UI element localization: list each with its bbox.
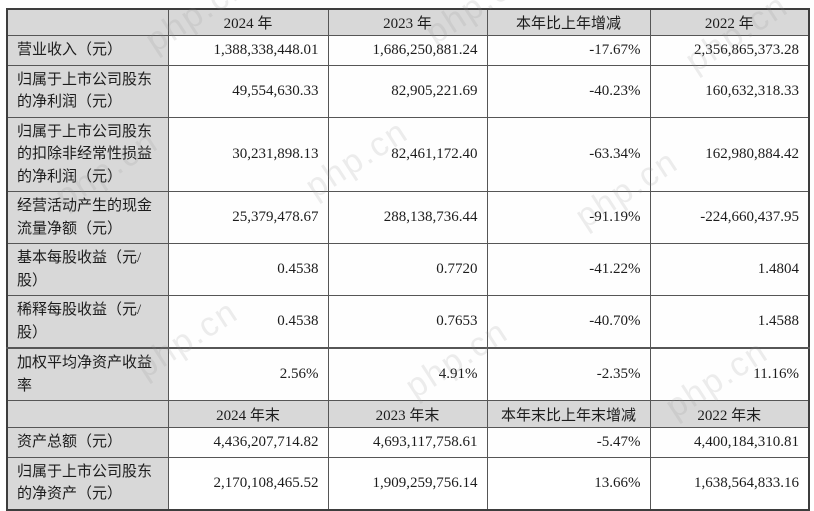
cell-value: -2.35% xyxy=(486,347,651,401)
table-row-net-profit: 归属于上市公司股东的净利润（元） 49,554,630.33 82,905,22… xyxy=(6,64,810,118)
cell-value: 2.56% xyxy=(167,347,329,401)
row-label: 资产总额（元） xyxy=(6,427,169,458)
row-label: 归属于上市公司股东的净资产（元） xyxy=(6,456,169,510)
cell-value: 2,356,865,373.28 xyxy=(649,35,810,66)
table-row-diluted-eps: 稀释每股收益（元/股） 0.4538 0.7653 -40.70% 1.4588 xyxy=(6,295,810,349)
cell-value: 162,980,884.42 xyxy=(649,116,810,192)
cell-value: 0.4538 xyxy=(167,295,329,349)
cell-value: 2,170,108,465.52 xyxy=(167,456,329,510)
table-row-basic-eps: 基本每股收益（元/股） 0.4538 0.7720 -41.22% 1.4804 xyxy=(6,243,810,296)
column-header-2024-end: 2024 年末 xyxy=(167,400,329,428)
cell-value: 1.4804 xyxy=(649,243,810,296)
cell-value: 49,554,630.33 xyxy=(167,64,329,118)
row-label: 经营活动产生的现金流量净额（元） xyxy=(6,191,169,244)
cell-value: 13.66% xyxy=(486,456,651,510)
row-label: 营业收入（元） xyxy=(6,35,169,66)
corner-cell xyxy=(6,400,169,428)
table-row-weighted-avg-roe: 加权平均净资产收益率 2.56% 4.91% -2.35% 11.16% xyxy=(6,347,810,401)
cell-value: -40.23% xyxy=(486,64,651,118)
corner-cell xyxy=(6,8,169,36)
cell-value: 25,379,478.67 xyxy=(167,191,329,244)
row-label: 归属于上市公司股东的净利润（元） xyxy=(6,64,169,118)
cell-value: 82,461,172.40 xyxy=(327,116,488,192)
cell-value: 1,909,259,756.14 xyxy=(327,456,488,510)
column-header-2023-end: 2023 年末 xyxy=(327,400,488,428)
cell-value: -91.19% xyxy=(486,191,651,244)
column-header-2024: 2024 年 xyxy=(167,8,329,36)
column-header-2022: 2022 年 xyxy=(649,8,810,36)
cell-value: 4,436,207,714.82 xyxy=(167,427,329,458)
cell-value: 160,632,318.33 xyxy=(649,64,810,118)
cell-value: 30,231,898.13 xyxy=(167,116,329,192)
column-header-yoy-change: 本年比上年增减 xyxy=(486,8,651,36)
cell-value: 82,905,221.69 xyxy=(327,64,488,118)
cell-value: 1,686,250,881.24 xyxy=(327,35,488,66)
cell-value: -40.70% xyxy=(486,295,651,349)
column-header-year-end-change: 本年末比上年末增减 xyxy=(486,400,651,428)
table-row-net-profit-deducted: 归属于上市公司股东的扣除非经常性损益的净利润（元） 30,231,898.13 … xyxy=(6,116,810,192)
cell-value: 288,138,736.44 xyxy=(327,191,488,244)
cell-value: 4,693,117,758.61 xyxy=(327,427,488,458)
cell-value: -41.22% xyxy=(486,243,651,296)
cell-value: 0.7653 xyxy=(327,295,488,349)
cell-value: 11.16% xyxy=(649,347,810,401)
cell-value: 1.4588 xyxy=(649,295,810,349)
financial-summary-table: 2024 年 2023 年 本年比上年增减 2022 年 营业收入（元） 1,3… xyxy=(6,8,810,511)
financial-report-page: php.cn php.cn php.cn php.cn php.cn php.c… xyxy=(6,0,810,511)
cell-value: -5.47% xyxy=(486,427,651,458)
cell-value: 4,400,184,310.81 xyxy=(649,427,810,458)
cell-value: -224,660,437.95 xyxy=(649,191,810,244)
cell-value: -17.67% xyxy=(486,35,651,66)
column-header-2023: 2023 年 xyxy=(327,8,488,36)
row-label: 归属于上市公司股东的扣除非经常性损益的净利润（元） xyxy=(6,116,169,192)
table-header-row-year-end: 2024 年末 2023 年末 本年末比上年末增减 2022 年末 xyxy=(6,400,810,428)
table-header-row-annual: 2024 年 2023 年 本年比上年增减 2022 年 xyxy=(6,8,810,36)
row-label: 加权平均净资产收益率 xyxy=(6,347,169,401)
cell-value: 4.91% xyxy=(327,347,488,401)
row-label: 基本每股收益（元/股） xyxy=(6,243,169,296)
table-row-total-assets: 资产总额（元） 4,436,207,714.82 4,693,117,758.6… xyxy=(6,427,810,458)
table-row-revenue: 营业收入（元） 1,388,338,448.01 1,686,250,881.2… xyxy=(6,35,810,66)
row-label: 稀释每股收益（元/股） xyxy=(6,295,169,349)
column-header-2022-end: 2022 年末 xyxy=(649,400,810,428)
cell-value: 1,638,564,833.16 xyxy=(649,456,810,510)
cell-value: -63.34% xyxy=(486,116,651,192)
table-row-operating-cash-flow: 经营活动产生的现金流量净额（元） 25,379,478.67 288,138,7… xyxy=(6,191,810,244)
cell-value: 0.4538 xyxy=(167,243,329,296)
table-row-net-assets: 归属于上市公司股东的净资产（元） 2,170,108,465.52 1,909,… xyxy=(6,456,810,510)
cell-value: 0.7720 xyxy=(327,243,488,296)
cell-value: 1,388,338,448.01 xyxy=(167,35,329,66)
